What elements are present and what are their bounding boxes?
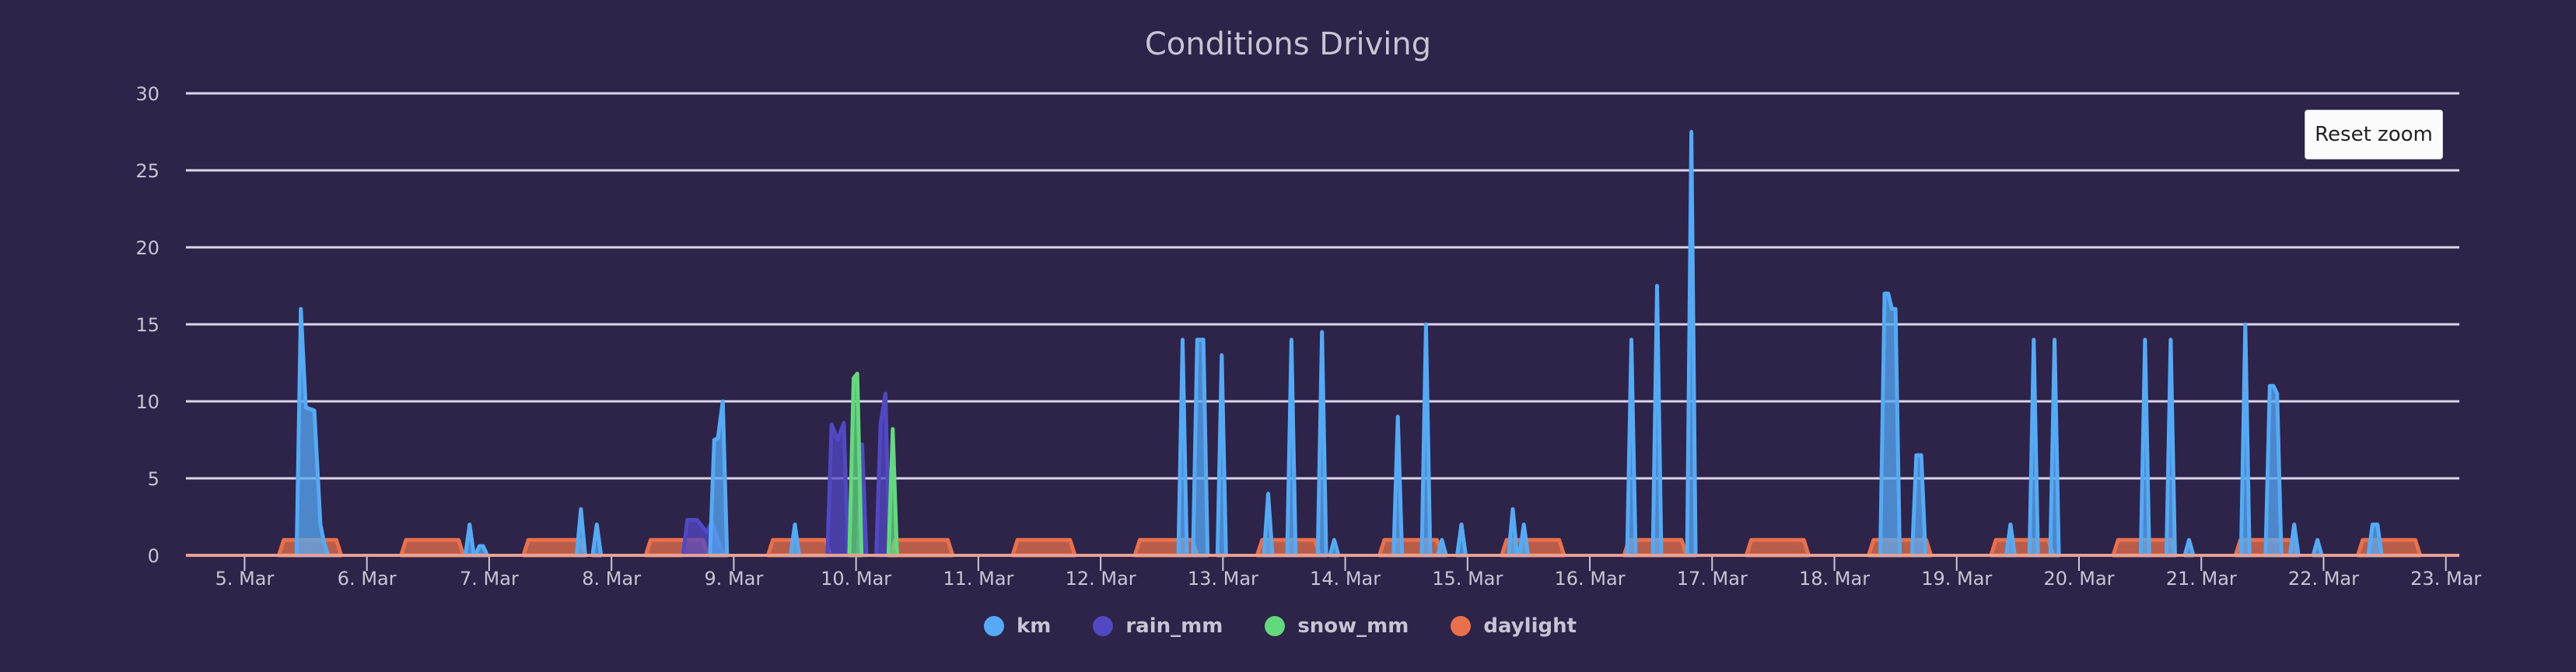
x-tick-label: 20. Mar — [2043, 568, 2114, 590]
x-tick-label: 22. Mar — [2288, 568, 2359, 590]
y-tick-label: 5 — [148, 468, 159, 490]
km-area — [708, 399, 730, 558]
km-area — [294, 306, 331, 558]
reset-zoom-button[interactable]: Reset zoom — [2305, 110, 2443, 159]
km-area — [1517, 522, 1531, 558]
daylight-area — [1744, 537, 1811, 558]
x-tick-label: 17. Mar — [1677, 568, 1748, 590]
x-tick-label: 19. Mar — [1921, 568, 1992, 590]
y-tick-label: 30 — [135, 83, 159, 105]
km-area — [2287, 522, 2301, 558]
legend-item-snow[interactable]: snow_mm — [1265, 614, 1409, 638]
km-area — [2366, 522, 2384, 558]
km-area — [2263, 383, 2284, 558]
legend-dot-icon — [983, 616, 1004, 636]
km-area — [789, 522, 801, 558]
legend-dot-icon — [1265, 616, 1286, 636]
km-area — [2311, 537, 2324, 558]
km-area — [1419, 322, 1433, 558]
legend-label: rain_mm — [1125, 614, 1223, 638]
chart-title: Conditions Driving — [1144, 26, 1432, 62]
legend-dot-icon — [1093, 616, 1114, 636]
legend-item-rain[interactable]: rain_mm — [1093, 614, 1223, 638]
km-area — [2164, 338, 2177, 558]
x-tick-label: 23. Mar — [2410, 568, 2481, 590]
km-area — [463, 522, 476, 558]
km-area — [574, 507, 587, 558]
km-area — [1909, 453, 1928, 558]
daylight-area — [888, 537, 955, 558]
km-area — [2048, 338, 2061, 558]
legend-label: snow_mm — [1297, 614, 1409, 638]
y-tick-label: 10 — [135, 391, 159, 413]
km-area — [1285, 338, 1298, 558]
km-area — [1215, 353, 1228, 558]
km-area — [1685, 130, 1698, 558]
x-tick-label: 21. Mar — [2166, 568, 2237, 590]
legend: km rain_mm snow_mm daylight — [0, 614, 2568, 638]
y-tick-label: 25 — [135, 160, 159, 182]
daylight-area — [1377, 537, 1444, 558]
km-area — [2182, 537, 2196, 558]
legend-item-daylight[interactable]: daylight — [1451, 614, 1577, 638]
x-tick-label: 11. Mar — [943, 568, 1013, 590]
legend-label: km — [1016, 614, 1052, 638]
km-area — [2004, 522, 2017, 558]
km-area — [2027, 338, 2040, 558]
km-area — [1625, 338, 1638, 558]
x-tick-label: 18. Mar — [1799, 568, 1870, 590]
legend-label: daylight — [1483, 614, 1577, 638]
km-area — [1191, 338, 1210, 558]
snow_mm-area — [847, 371, 864, 558]
x-tick-label: 6. Mar — [338, 568, 397, 590]
km-area — [1507, 507, 1519, 558]
x-tick-label: 16. Mar — [1555, 568, 1626, 590]
x-tick-label: 14. Mar — [1310, 568, 1381, 590]
km-area — [2238, 322, 2252, 558]
legend-dot-icon — [1451, 616, 1472, 636]
x-tick-label: 13. Mar — [1188, 568, 1258, 590]
km-area — [1315, 330, 1328, 558]
y-tick-label: 0 — [148, 545, 159, 567]
x-tick-label: 15. Mar — [1432, 568, 1503, 590]
km-area — [1176, 338, 1189, 558]
daylight-area — [399, 537, 466, 558]
rain_mm-area — [825, 421, 850, 558]
km-area — [590, 522, 604, 558]
km-area — [1262, 492, 1275, 558]
y-tick-label: 20 — [135, 237, 159, 259]
km-area — [1878, 291, 1902, 558]
legend-item-km[interactable]: km — [983, 614, 1052, 638]
daylight-area — [1010, 537, 1077, 558]
x-tick-label: 8. Mar — [582, 568, 641, 590]
km-area — [2138, 338, 2151, 558]
km-area — [1391, 415, 1405, 558]
x-tick-label: 10. Mar — [821, 568, 891, 590]
km-area — [1328, 537, 1341, 558]
x-tick-label: 5. Mar — [215, 568, 275, 590]
x-tick-label: 9. Mar — [705, 568, 764, 590]
daylight-area — [1989, 537, 2056, 558]
snow_mm-area — [886, 427, 899, 558]
x-tick-label: 12. Mar — [1066, 568, 1136, 590]
y-tick-label: 15 — [135, 314, 159, 336]
km-area — [1650, 284, 1664, 558]
km-area — [1455, 522, 1468, 558]
x-tick-label: 7. Mar — [460, 568, 519, 590]
